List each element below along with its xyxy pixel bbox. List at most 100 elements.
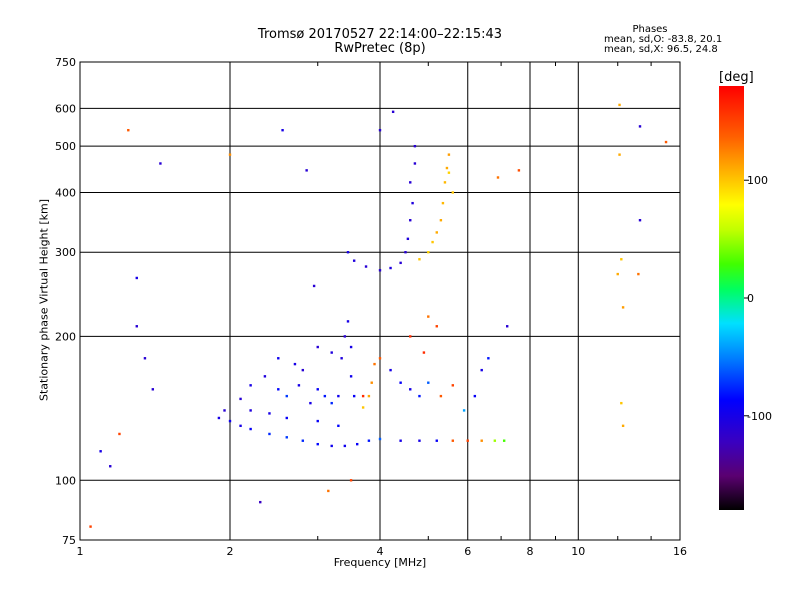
echo-points bbox=[89, 103, 668, 528]
echo-point bbox=[89, 525, 92, 528]
y-tick-label: 500 bbox=[55, 140, 76, 153]
echo-point bbox=[413, 144, 417, 148]
echo-point bbox=[517, 169, 521, 172]
echo-point bbox=[285, 436, 288, 439]
echo-point bbox=[223, 409, 226, 412]
echo-point bbox=[399, 381, 402, 384]
echo-point bbox=[281, 128, 284, 132]
echo-point bbox=[409, 181, 412, 184]
echo-point bbox=[378, 357, 382, 360]
echo-point bbox=[259, 500, 262, 504]
echo-point bbox=[352, 394, 356, 398]
echo-point bbox=[249, 384, 252, 387]
echo-point bbox=[343, 335, 347, 338]
echo-point bbox=[268, 412, 271, 415]
echo-point bbox=[349, 479, 353, 482]
echo-point bbox=[445, 166, 449, 170]
echo-point bbox=[435, 231, 438, 234]
axis-ticks: 1 2 4 6 8 10 16 75 100 200 300 400 500 600 750 bbox=[55, 56, 687, 558]
echo-point bbox=[330, 401, 333, 405]
x-axis-label: Frequency [MHz] bbox=[333, 556, 427, 569]
echo-point bbox=[378, 437, 382, 441]
x-tick-label: 16 bbox=[673, 545, 687, 558]
y-tick-label: 300 bbox=[55, 246, 76, 259]
x-tick-label: 4 bbox=[377, 545, 384, 558]
echo-point bbox=[378, 269, 382, 272]
echo-point bbox=[151, 388, 155, 391]
echo-point bbox=[135, 276, 138, 280]
echo-point bbox=[159, 162, 162, 165]
echo-point bbox=[352, 259, 356, 262]
echo-point bbox=[441, 201, 445, 205]
x-tick-label: 1 bbox=[77, 545, 84, 558]
echo-point bbox=[239, 424, 242, 428]
y-tick-label: 100 bbox=[55, 474, 76, 487]
echo-point bbox=[502, 439, 506, 442]
echo-point bbox=[349, 375, 353, 378]
echo-point bbox=[316, 388, 319, 391]
echo-point bbox=[447, 153, 451, 156]
echo-point bbox=[118, 432, 121, 436]
echo-point bbox=[349, 345, 353, 349]
echo-point bbox=[367, 394, 371, 398]
x-tick-label: 2 bbox=[227, 545, 234, 558]
x-tick-label: 8 bbox=[527, 545, 534, 558]
echo-point bbox=[480, 368, 483, 372]
echo-point bbox=[277, 388, 280, 391]
echo-point bbox=[618, 153, 621, 156]
echo-point bbox=[447, 171, 451, 174]
colorbar-label: [deg] bbox=[719, 70, 754, 85]
echo-point bbox=[616, 272, 619, 276]
colorbar-tick-label: 100 bbox=[747, 174, 768, 187]
echo-point bbox=[451, 191, 455, 194]
echo-point bbox=[427, 315, 430, 318]
x-tick-label: 10 bbox=[571, 545, 585, 558]
echo-point bbox=[480, 439, 483, 442]
echo-point bbox=[143, 357, 147, 360]
echo-point bbox=[404, 251, 407, 254]
colorbar-tick-label: 0 bbox=[747, 292, 754, 305]
echo-point bbox=[391, 110, 395, 114]
echo-point bbox=[496, 176, 500, 179]
echo-point bbox=[330, 444, 333, 448]
echo-point bbox=[620, 258, 623, 261]
echo-point bbox=[239, 397, 242, 401]
echo-point bbox=[505, 325, 509, 328]
echo-point bbox=[297, 384, 301, 387]
echo-point bbox=[217, 416, 221, 420]
echo-point bbox=[637, 272, 640, 276]
y-tick-label: 750 bbox=[55, 56, 76, 69]
echo-point bbox=[337, 394, 340, 398]
y-tick-label: 75 bbox=[62, 534, 76, 547]
echo-point bbox=[305, 169, 308, 172]
echo-point bbox=[466, 439, 469, 442]
echo-point bbox=[409, 219, 412, 222]
echo-point bbox=[361, 394, 365, 398]
echo-point bbox=[409, 388, 412, 391]
echo-point bbox=[493, 439, 497, 442]
echo-point bbox=[316, 419, 319, 423]
echo-point bbox=[620, 401, 623, 405]
plot-frame bbox=[79, 61, 681, 541]
echo-point bbox=[293, 362, 297, 366]
echo-point bbox=[418, 258, 421, 261]
phase-stats-o-mode: mean, sd,O: -83.8, 20.1 bbox=[604, 34, 723, 45]
echo-point bbox=[316, 345, 319, 349]
echo-point bbox=[327, 489, 330, 493]
echo-point bbox=[249, 409, 252, 412]
echo-point bbox=[431, 240, 434, 244]
grid-lines bbox=[80, 62, 680, 540]
echo-point bbox=[389, 266, 392, 270]
echo-point bbox=[127, 128, 130, 132]
echo-point bbox=[451, 439, 455, 442]
echo-point bbox=[638, 125, 642, 128]
echo-point bbox=[323, 394, 327, 398]
echo-point bbox=[370, 381, 373, 384]
echo-point bbox=[399, 261, 402, 265]
echo-point bbox=[99, 450, 102, 453]
echo-point bbox=[355, 442, 359, 446]
echo-point bbox=[439, 219, 443, 222]
y-tick-label: 400 bbox=[55, 186, 76, 199]
echo-point bbox=[389, 368, 392, 372]
echo-point bbox=[473, 394, 477, 398]
